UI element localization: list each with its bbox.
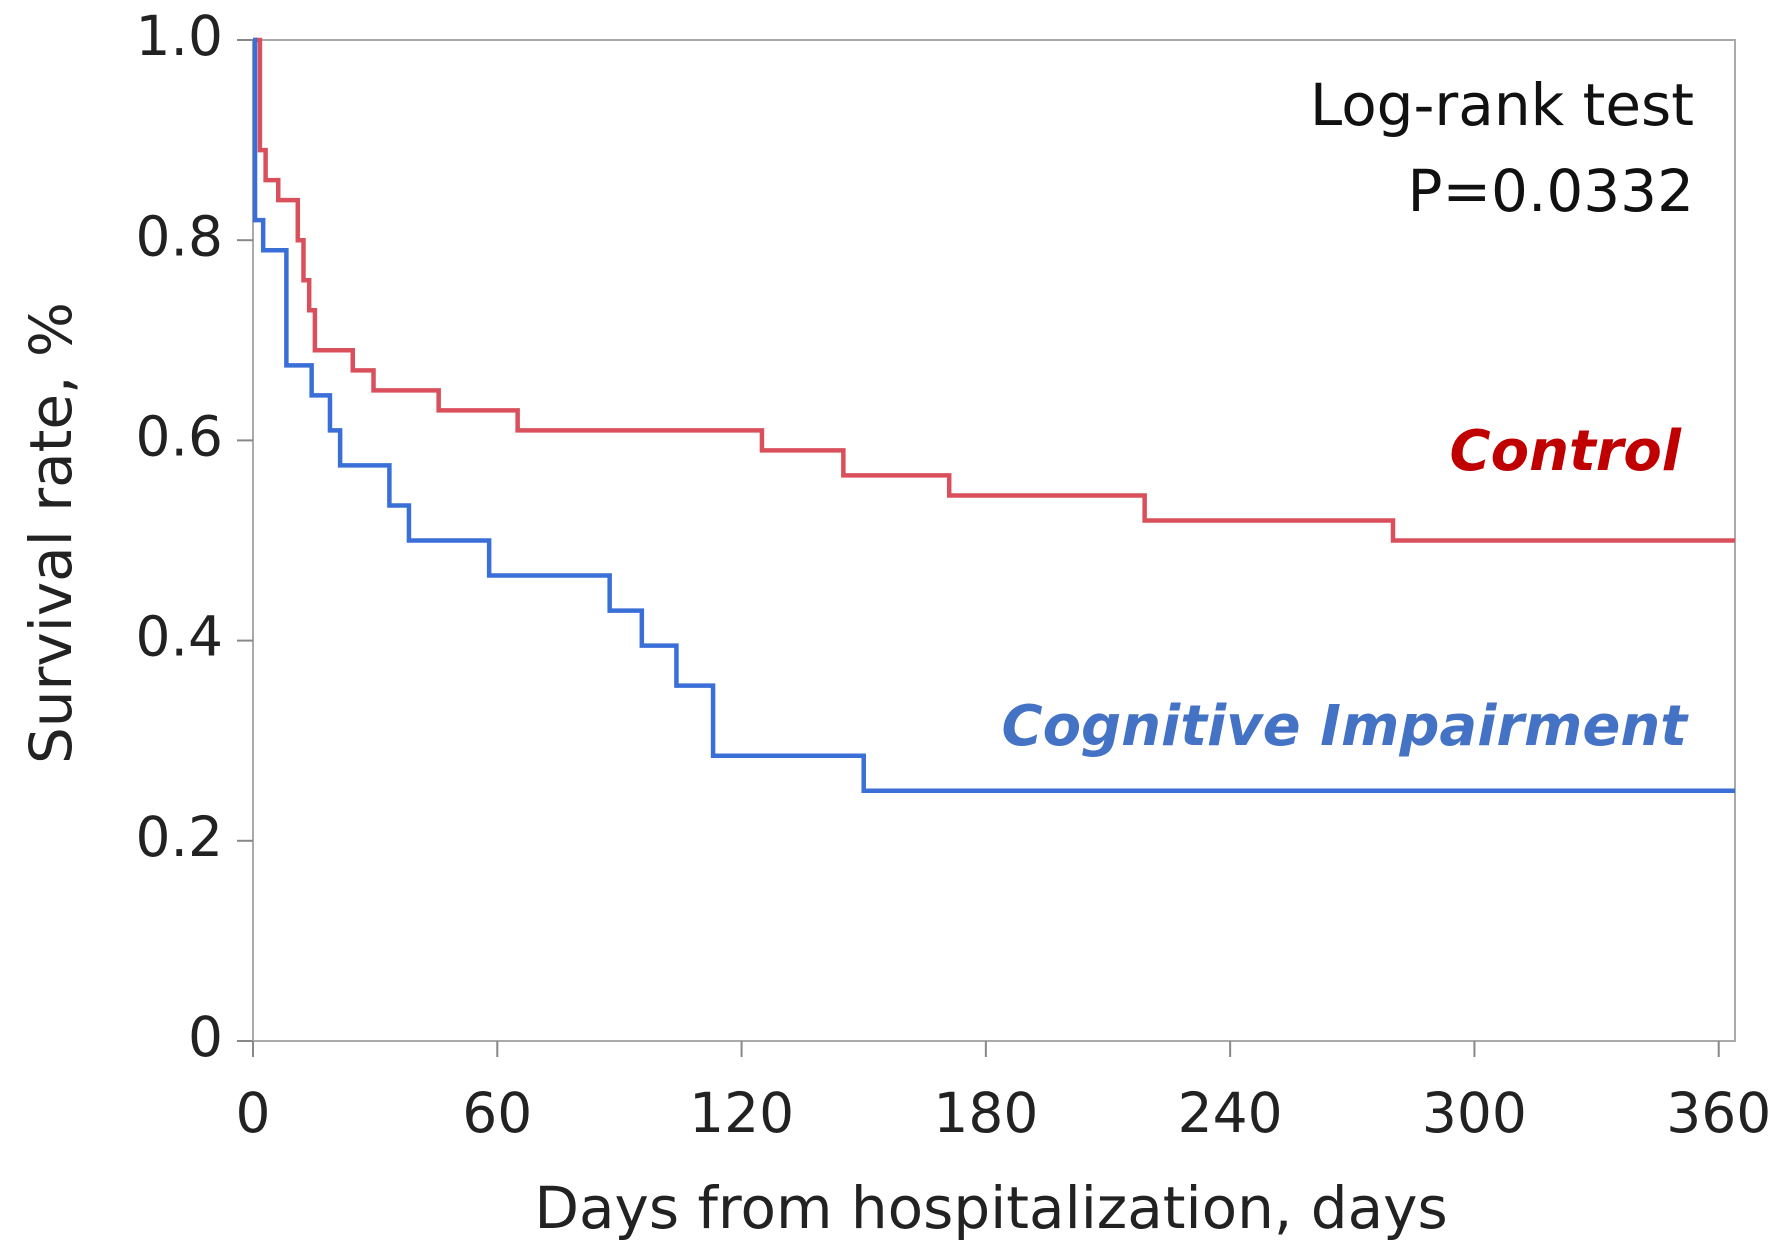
- y-tick-label: 1.0: [136, 4, 223, 68]
- x-tick-label: 240: [1178, 1081, 1283, 1145]
- y-tick-label: 0.2: [136, 805, 223, 869]
- series-label: Control: [1450, 419, 1682, 484]
- y-axis-title: Survival rate, %: [17, 302, 85, 764]
- x-tick-label: 120: [689, 1081, 794, 1145]
- y-tick-label: 0.4: [136, 605, 223, 669]
- x-tick-label: 180: [933, 1081, 1038, 1145]
- y-tick-label: 0.6: [136, 405, 223, 469]
- x-axis-title: Days from hospitalization, days: [534, 1174, 1447, 1242]
- x-tick-label: 360: [1666, 1081, 1771, 1145]
- annotation: Log-rank test: [1310, 71, 1694, 139]
- y-tick-label: 0: [188, 1005, 223, 1069]
- y-tick-label: 0.8: [136, 204, 223, 268]
- survival-curve: [252, 37, 1735, 793]
- x-tick-label: 0: [236, 1081, 271, 1145]
- series-label: Cognitive Impairment: [1001, 694, 1689, 759]
- x-tick-label: 300: [1422, 1081, 1527, 1145]
- annotation: P=0.0332: [1407, 157, 1694, 225]
- x-tick-label: 60: [462, 1081, 532, 1145]
- survival-curve: [253, 37, 1735, 543]
